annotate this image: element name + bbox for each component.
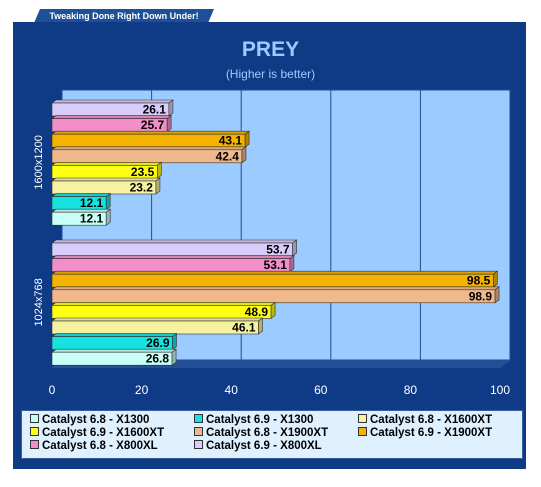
legend-item: Catalyst 6.9 - X1300 (194, 413, 358, 426)
bar-side (492, 270, 498, 288)
bar-side (494, 286, 500, 304)
bar-side (105, 193, 111, 211)
bar-top (51, 317, 264, 322)
bar-side (241, 146, 247, 164)
bar (51, 289, 496, 304)
category-label: 1024x768 (33, 278, 45, 326)
data-label: 26.1 (143, 103, 167, 117)
data-label: 48.9 (245, 305, 269, 319)
x-tick-label: 100 (490, 383, 510, 397)
bar-side (171, 348, 177, 366)
gridline-floor (320, 359, 332, 369)
bar (51, 149, 243, 164)
legend-label: Catalyst 6.8 - X1900XT (206, 426, 329, 439)
legend-item: Catalyst 6.8 - X1900XT (194, 426, 358, 439)
chart-subtitle: (Higher is better) (225, 67, 316, 81)
bar-side (172, 333, 177, 351)
data-label: 46.1 (232, 321, 256, 335)
site-banner: Tweaking Done Right Down Under! (34, 9, 214, 23)
bar (51, 320, 259, 335)
legend-table: Catalyst 6.8 - X1300 Catalyst 6.9 - X1300… (30, 413, 522, 452)
x-tick-label: 20 (135, 383, 149, 397)
legend-item: Catalyst 6.9 - X1600XT (30, 426, 194, 439)
legend-swatch (30, 426, 39, 436)
legend-swatch (194, 426, 203, 436)
legend-swatch (358, 426, 367, 436)
data-label: 98.5 (467, 274, 491, 288)
bar-side (244, 130, 250, 148)
bar-top (51, 286, 500, 291)
legend-swatch (30, 413, 39, 423)
bar (51, 133, 246, 148)
legend-row: Catalyst 6.8 - X1300 Catalyst 6.9 - X1300… (30, 413, 522, 426)
category-label: 1600x1200 (33, 135, 45, 189)
x-tick-label: 40 (225, 383, 239, 397)
bar-side (155, 177, 161, 195)
data-label: 26.8 (146, 352, 170, 366)
bar (51, 305, 272, 319)
legend-label: Catalyst 6.9 - X800XL (206, 439, 322, 452)
bar (51, 258, 291, 272)
bar-top (51, 239, 298, 244)
data-label: 25.7 (141, 118, 165, 132)
bar-side (168, 99, 174, 117)
legend-row: Catalyst 6.9 - X1600XT Catalyst 6.8 - X19… (30, 426, 522, 439)
legend-item: Catalyst 6.9 - X1900XT (358, 426, 522, 439)
bar-side (270, 301, 276, 319)
bar-side (105, 208, 111, 226)
bar-side (258, 317, 263, 335)
x-tick-label: 80 (404, 383, 418, 397)
data-label: 23.5 (131, 165, 155, 179)
data-label: 26.9 (146, 336, 170, 350)
bar-side (166, 114, 172, 133)
chart-title: PREY (241, 38, 300, 61)
gridline-floor (499, 359, 511, 369)
legend-label: Catalyst 6.9 - X1900XT (370, 426, 493, 439)
bar-top (51, 270, 499, 275)
data-label: 12.1 (80, 196, 104, 210)
data-label: 53.7 (266, 243, 290, 257)
data-label: 53.1 (264, 258, 288, 272)
legend-item: Catalyst 6.8 - X800XL (30, 439, 194, 452)
legend-label: Catalyst 6.9 - X1600XT (42, 426, 165, 439)
legend-label: Catalyst 6.9 - X1300 (206, 413, 314, 426)
gridline-floor (230, 359, 242, 369)
legend-label: Catalyst 6.8 - X1300 (42, 413, 150, 426)
x-tick-label: 0 (49, 383, 56, 397)
legend-item: Catalyst 6.9 - X800XL (194, 439, 358, 452)
x-tick-label: 60 (314, 383, 328, 397)
bar-side (289, 255, 295, 273)
bar (51, 242, 293, 257)
data-label: 12.1 (80, 212, 104, 226)
legend-swatch (194, 413, 203, 423)
data-label: 98.9 (469, 289, 493, 303)
gridline-floor (410, 359, 421, 369)
legend-label: Catalyst 6.8 - X800XL (42, 439, 158, 452)
legend-item: Catalyst 6.8 - X1600XT (358, 413, 522, 426)
chart-legend: Catalyst 6.8 - X1300 Catalyst 6.9 - X1300… (21, 410, 523, 459)
legend-swatch (194, 439, 203, 449)
legend-swatch (358, 413, 367, 423)
bar-side (156, 161, 162, 179)
legend-item: Catalyst 6.8 - X1300 (30, 413, 194, 426)
data-label: 23.2 (130, 181, 154, 195)
data-label: 43.1 (219, 134, 243, 148)
bar (51, 273, 494, 288)
bar-top (51, 302, 276, 306)
bar-top (51, 255, 295, 259)
legend-swatch (30, 439, 39, 449)
legend-row: Catalyst 6.8 - X800XL Catalyst 6.9 - X800… (30, 439, 522, 452)
legend-label: Catalyst 6.8 - X1600XT (370, 413, 493, 426)
bar-side (292, 239, 297, 257)
data-label: 42.4 (216, 149, 240, 163)
